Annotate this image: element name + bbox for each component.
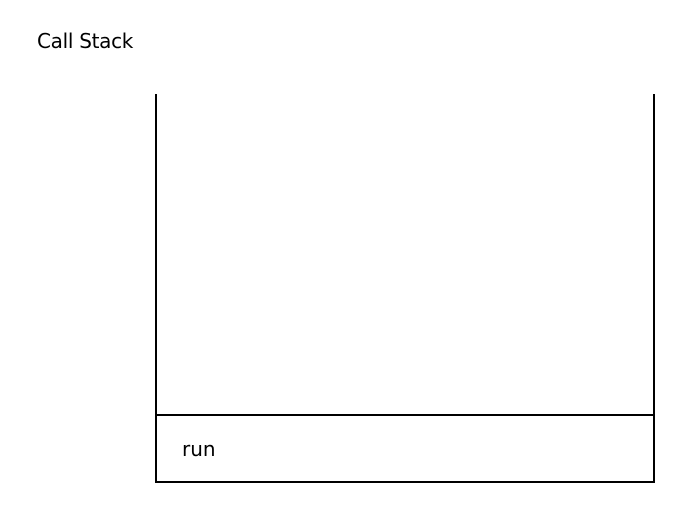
call-stack-container: run <box>155 94 655 483</box>
stack-right-wall <box>653 94 655 483</box>
stack-left-wall <box>155 94 157 483</box>
stack-frame: run <box>155 414 655 483</box>
call-stack-title: Call Stack <box>37 29 134 53</box>
stack-frames: run <box>155 414 655 483</box>
stack-frame-label: run <box>182 436 216 461</box>
